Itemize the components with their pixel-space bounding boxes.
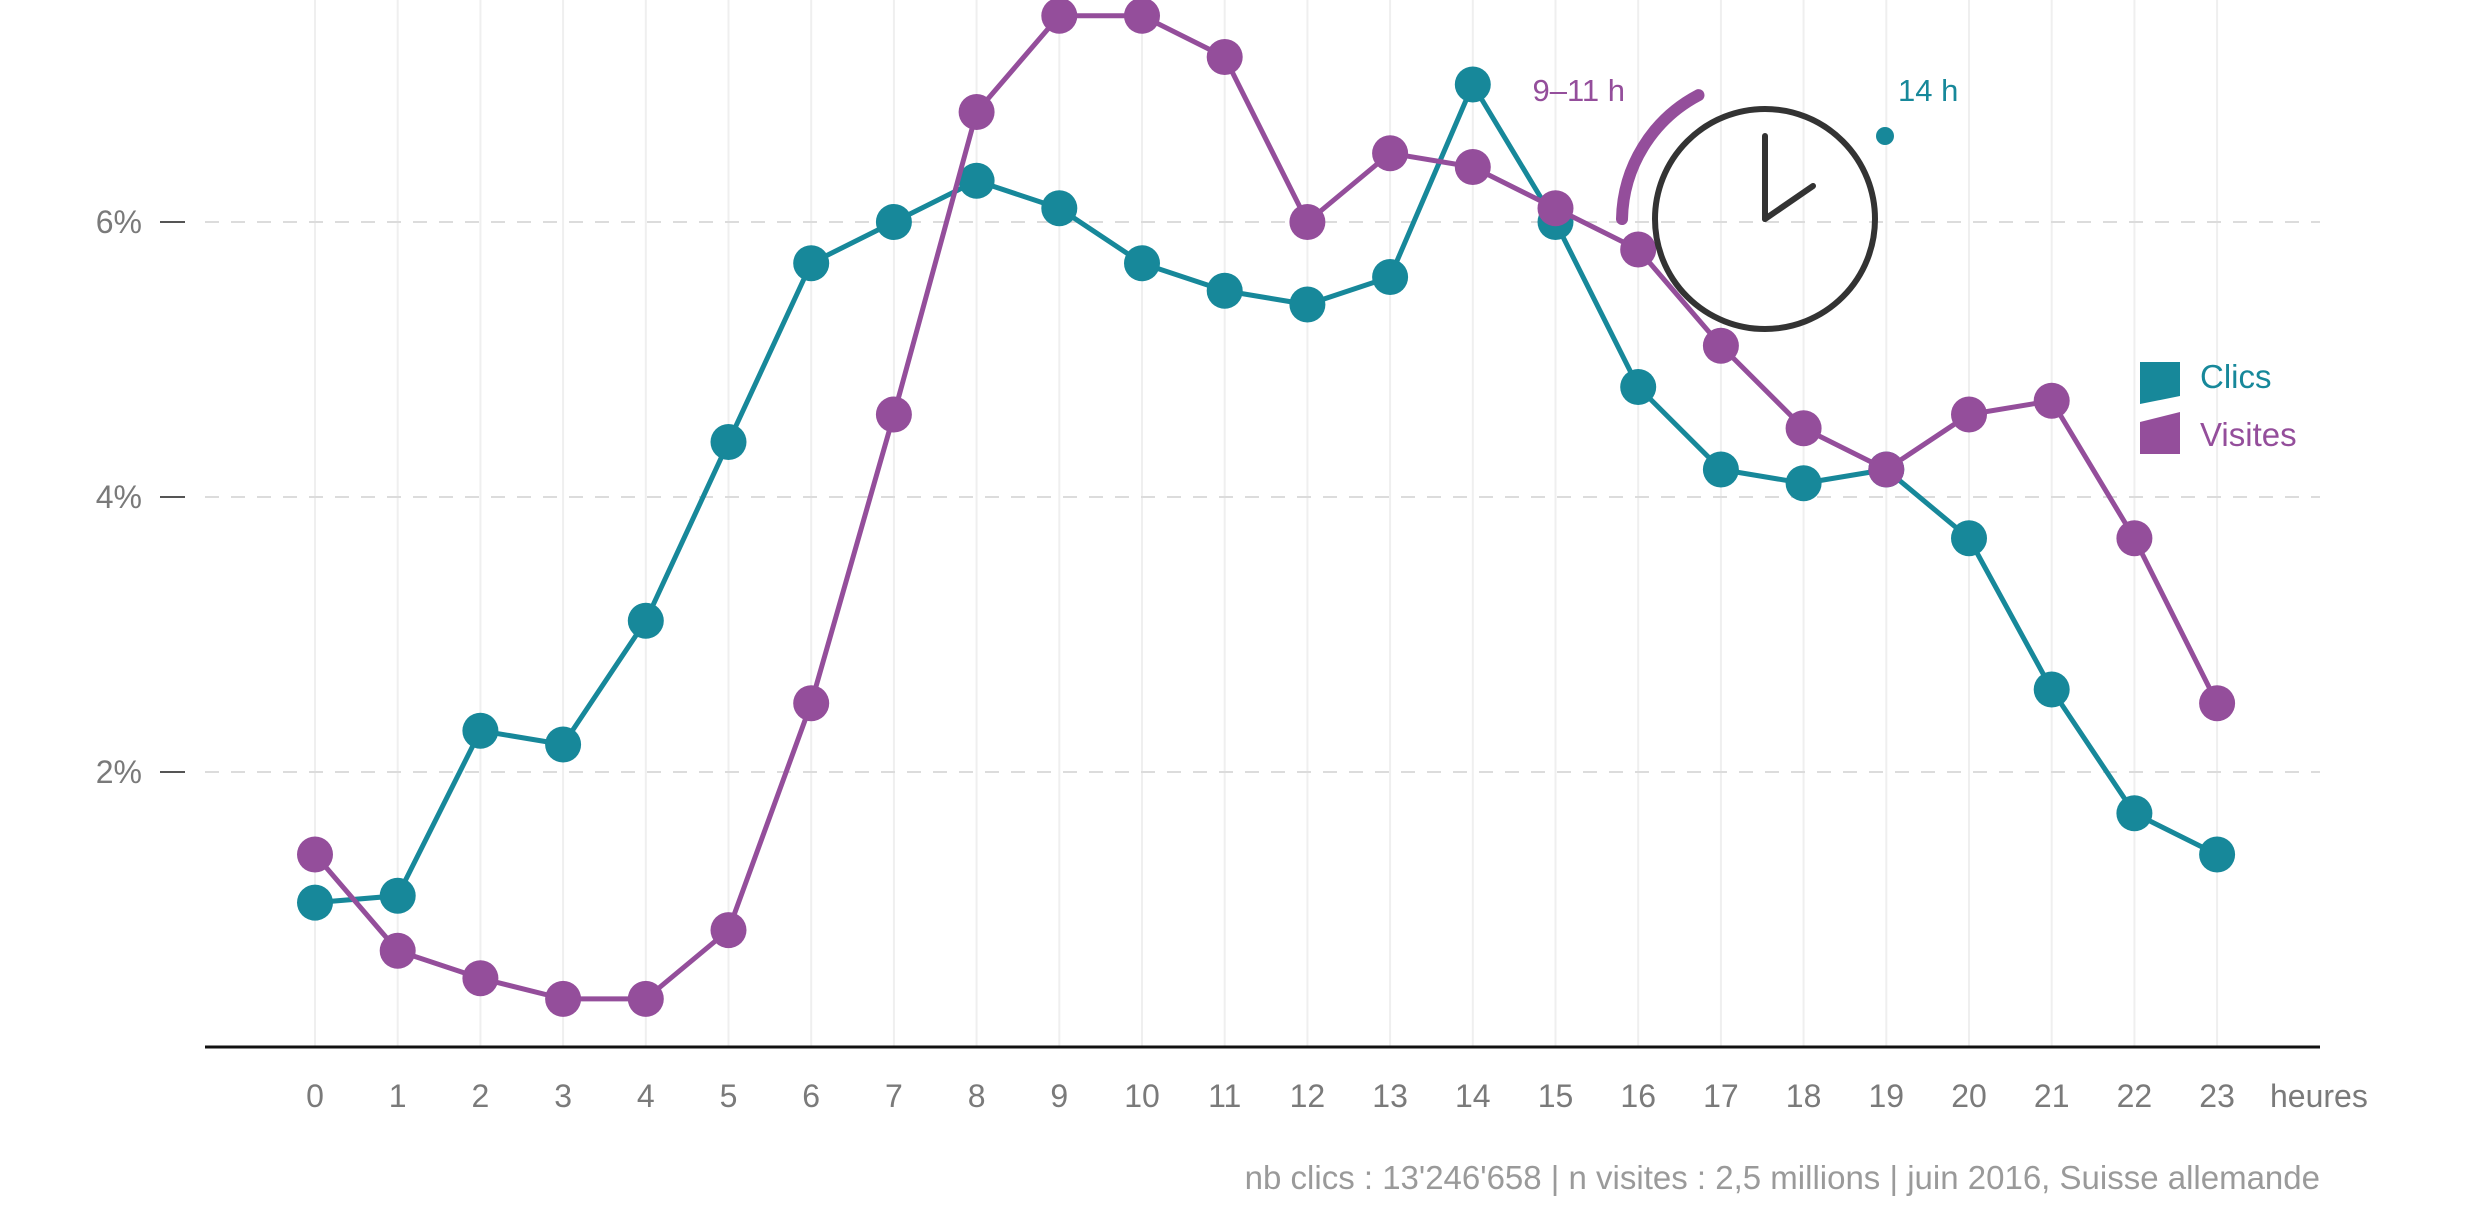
data-point-visites (1372, 135, 1409, 172)
x-tick-label: 4 (637, 1078, 655, 1114)
x-tick-label: 3 (554, 1078, 572, 1114)
series-line-clics (314, 82, 2219, 906)
legend-swatch-clics (2140, 362, 2180, 404)
x-tick-label: 20 (1951, 1078, 1987, 1114)
data-point-visites (379, 932, 416, 969)
data-point-clics (462, 712, 499, 749)
data-point-visites (627, 980, 664, 1017)
x-tick-label: 18 (1786, 1078, 1822, 1114)
x-tick-label: 23 (2199, 1078, 2235, 1114)
data-point-visites (710, 912, 747, 949)
x-axis: 0 1 2 3 4 5 6 7 8 9 10 11 12 13 14 15 16 17 18 19 20 21 22 23 (306, 1078, 2235, 1114)
y-tick-label: 4% (96, 479, 142, 515)
data-point-visites (1537, 190, 1574, 227)
data-point-visites (1206, 39, 1243, 75)
data-point-visites (875, 396, 912, 433)
x-tick-label: 13 (1372, 1078, 1408, 1114)
data-point-clics (1289, 286, 1326, 323)
clock-icon (1616, 89, 1894, 332)
data-point-clics (1951, 520, 1987, 557)
clock-face (1652, 106, 1878, 332)
data-point-clics (379, 877, 416, 914)
data-point-clics (2116, 795, 2153, 832)
data-point-visites (1620, 231, 1657, 268)
data-point-clics (545, 726, 582, 763)
data-point-visites (2116, 520, 2153, 557)
visites-peak-label: 9–11 h (1532, 73, 1625, 108)
data-point-visites (1289, 204, 1326, 240)
y-axis: 2%4%6%8% (96, 204, 185, 790)
data-point-visites (462, 960, 499, 997)
legend: Clics Visites (2140, 358, 2297, 454)
data-point-clics (1372, 259, 1409, 295)
x-tick-label: 1 (389, 1078, 407, 1114)
data-point-clics (1041, 190, 1078, 227)
data-point-clics (2199, 836, 2236, 873)
y-tick-label: 6% (96, 204, 142, 240)
data-point-visites (793, 685, 830, 722)
x-tick-label: 21 (2034, 1078, 2070, 1114)
data-point-visites (2033, 382, 2070, 419)
data-point-clics (1454, 66, 1491, 103)
series-clics (297, 66, 2236, 921)
x-tick-label: 6 (802, 1078, 820, 1114)
data-point-visites (1951, 396, 1987, 433)
data-point-clics (958, 162, 995, 199)
data-point-clics (627, 602, 664, 639)
data-point-visites (1868, 451, 1905, 488)
x-tick-label: 2 (472, 1078, 490, 1114)
x-tick-label: 17 (1703, 1078, 1739, 1114)
series-visites (297, 0, 2236, 1017)
data-point-clics (875, 204, 912, 240)
visites-peak-arc (1616, 89, 1705, 225)
x-axis-unit-label: heures (2270, 1078, 2368, 1114)
data-point-visites (1785, 410, 1822, 447)
source-footnote: nb clics : 13'246'658 | n visites : 2,5 … (1245, 1159, 2320, 1196)
x-tick-label: 10 (1124, 1078, 1160, 1114)
x-tick-label: 8 (968, 1078, 986, 1114)
x-tick-label: 14 (1455, 1078, 1491, 1114)
legend-label-visites: Visites (2200, 416, 2297, 453)
data-point-clics (2033, 671, 2070, 708)
data-point-clics (1702, 451, 1739, 488)
x-tick-label: 9 (1050, 1078, 1068, 1114)
x-tick-label: 16 (1620, 1078, 1656, 1114)
data-point-clics (1620, 369, 1657, 405)
data-point-visites (2199, 685, 2236, 722)
data-point-clics (710, 424, 747, 460)
clock-minute-hand (1762, 183, 1816, 222)
x-tick-label: 22 (2117, 1078, 2153, 1114)
data-point-visites (1124, 0, 1160, 34)
x-tick-label: 11 (1208, 1078, 1241, 1114)
data-point-visites (545, 980, 582, 1017)
data-point-clics (1206, 272, 1243, 309)
x-tick-label: 19 (1869, 1078, 1905, 1114)
data-point-clics (297, 884, 333, 921)
data-point-visites (1454, 149, 1491, 185)
data-point-visites (958, 94, 995, 130)
legend-label-clics: Clics (2200, 358, 2272, 395)
x-tick-label: 7 (885, 1078, 903, 1114)
y-tick-label: 2% (96, 754, 142, 790)
series-layer (297, 0, 2236, 1017)
data-point-visites (1041, 0, 1078, 34)
clics-peak-dot (1876, 127, 1894, 145)
clics-peak-label: 14 h (1898, 73, 1958, 108)
data-point-clics (793, 245, 830, 282)
x-tick-label: 5 (720, 1078, 738, 1114)
legend-swatch-visites (2140, 412, 2180, 454)
x-tick-label: 12 (1290, 1078, 1326, 1114)
x-tick-label: 0 (306, 1078, 324, 1114)
data-point-visites (1702, 327, 1739, 364)
data-point-visites (297, 836, 333, 873)
grid-layer (205, 0, 2320, 1047)
x-tick-label: 15 (1538, 1078, 1574, 1114)
data-point-clics (1124, 245, 1160, 282)
data-point-clics (1785, 465, 1822, 502)
